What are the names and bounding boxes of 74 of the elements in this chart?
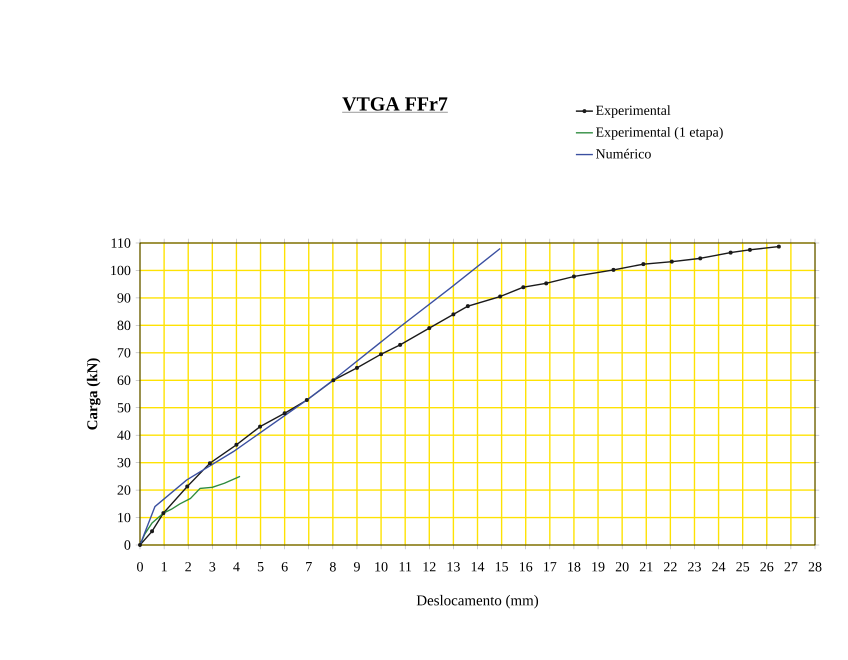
- y-tick-label: 60: [118, 376, 130, 385]
- point: [208, 461, 212, 466]
- point: [698, 256, 702, 260]
- point: [611, 268, 616, 272]
- x-tick-label: 14: [472, 562, 484, 572]
- y-tick-label: 70: [118, 348, 130, 358]
- point: [544, 281, 548, 286]
- x-tick-label: 19: [592, 562, 604, 572]
- y-tick-label: 20: [118, 485, 130, 495]
- point: [728, 250, 733, 255]
- y-axis-title: Carga (kN): [86, 358, 100, 430]
- x-tick-label: 26: [760, 562, 774, 572]
- x-axis-title: Deslocamento (mm): [416, 594, 538, 608]
- x-tick-label: 10: [375, 562, 388, 572]
- legend-label: Experimental: [596, 105, 670, 118]
- point: [776, 244, 781, 249]
- point: [185, 484, 190, 489]
- x-tick-label: 21: [640, 562, 652, 572]
- x-tick-label: 0: [137, 562, 143, 572]
- x-tick-label: 25: [736, 562, 750, 572]
- y-tick-label: 10: [118, 512, 130, 522]
- x-tick-label: 28: [808, 562, 822, 572]
- x-tick-label: 1: [162, 562, 167, 572]
- x-tick-label: 5: [258, 562, 264, 572]
- legend-label: Experimental (1 etapa): [596, 126, 723, 140]
- y-tick-label: 100: [111, 266, 130, 276]
- point: [498, 294, 502, 299]
- x-tick-label: 7: [306, 562, 312, 572]
- x-tick-label: 8: [330, 562, 336, 572]
- point: [670, 260, 674, 264]
- point: [521, 285, 526, 290]
- point: [282, 411, 287, 416]
- y-tick-label: 90: [117, 293, 130, 303]
- point: [398, 342, 402, 347]
- x-tick-label: 23: [688, 562, 701, 572]
- x-tick-label: 9: [354, 562, 360, 572]
- point: [641, 262, 646, 266]
- point: [572, 274, 576, 278]
- legend-label: Numérico: [596, 148, 651, 159]
- y-tick-label: 50: [118, 403, 130, 412]
- x-tick-label: 12: [424, 562, 436, 572]
- x-tick-label: 2: [185, 562, 191, 572]
- point: [354, 366, 359, 370]
- point: [234, 442, 238, 447]
- point: [258, 424, 262, 429]
- point: [331, 378, 336, 382]
- point: [427, 326, 432, 330]
- x-tick-label: 4: [233, 562, 240, 572]
- point: [138, 543, 142, 547]
- point: [466, 304, 470, 308]
- x-tick-label: 13: [448, 562, 460, 572]
- x-tick-label: 17: [544, 562, 556, 572]
- x-tick-label: 16: [520, 562, 532, 572]
- point: [748, 248, 752, 252]
- point: [451, 312, 456, 316]
- y-tick-label: 80: [117, 320, 130, 330]
- x-tick-label: 22: [664, 562, 677, 572]
- y-tick-label: 30: [118, 458, 130, 468]
- chart-title: VTGA FFr7: [342, 97, 448, 111]
- x-tick-label: 6: [282, 562, 288, 572]
- point: [150, 529, 154, 534]
- point: [161, 511, 166, 516]
- x-tick-label: 18: [568, 562, 580, 572]
- point: [379, 352, 384, 356]
- x-tick-label: 27: [784, 562, 798, 572]
- x-tick-label: 15: [496, 562, 508, 572]
- y-tick-label: 40: [117, 430, 130, 440]
- x-tick-label: 3: [210, 562, 216, 572]
- x-tick-label: 11: [400, 562, 412, 572]
- y-tick-label: 110: [112, 238, 130, 248]
- y-tick-label: 0: [124, 540, 130, 550]
- x-tick-label: 20: [616, 562, 629, 572]
- point: [304, 398, 309, 402]
- x-tick-label: 24: [712, 562, 726, 572]
